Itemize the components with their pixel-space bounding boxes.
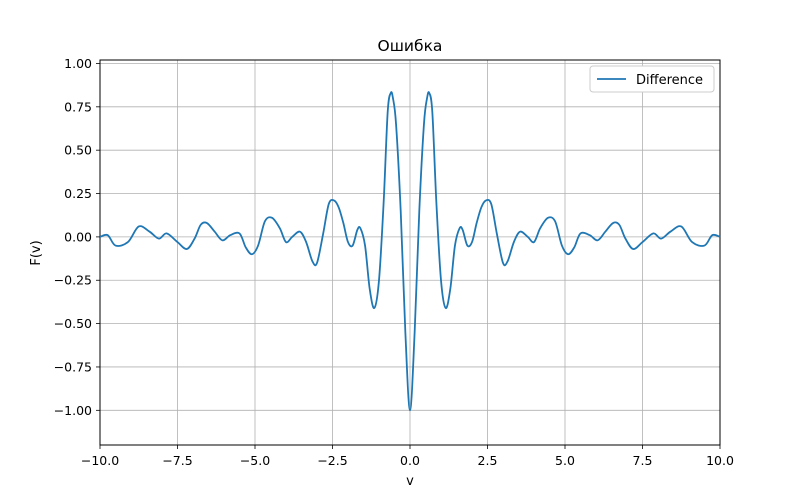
x-tick-label: 2.5 bbox=[478, 453, 498, 468]
legend-box bbox=[589, 65, 715, 93]
y-tick-label: −0.25 bbox=[54, 273, 92, 288]
x-tick-label: −10.0 bbox=[81, 453, 119, 468]
x-tick-label: 10.0 bbox=[706, 453, 734, 468]
y-tick-label: 0.75 bbox=[64, 99, 92, 114]
x-tick-label: 5.0 bbox=[555, 453, 575, 468]
y-tick-label: 0.50 bbox=[64, 143, 92, 158]
x-tick-label: 7.5 bbox=[633, 453, 653, 468]
series-line-difference bbox=[99, 91, 721, 412]
x-axis-label: v bbox=[406, 474, 414, 489]
x-tick-label: −5.0 bbox=[240, 453, 270, 468]
y-tick-label: −0.75 bbox=[54, 359, 92, 374]
x-tick-label: −2.5 bbox=[317, 453, 347, 468]
legend: Difference bbox=[589, 65, 715, 93]
legend-label-difference: Difference bbox=[636, 73, 703, 88]
y-tick-label: 0.25 bbox=[64, 186, 92, 201]
x-tick-label: −7.5 bbox=[162, 453, 192, 468]
y-axis-label: F(v) bbox=[29, 240, 44, 265]
x-tick-label: 0.0 bbox=[400, 453, 420, 468]
y-tick-label: 0.00 bbox=[64, 229, 92, 244]
y-tick-label: 1.00 bbox=[64, 56, 92, 71]
x-axis-ticks: −10.0 −7.5 −5.0 −2.5 0.0 2.5 5.0 7.5 10.0 bbox=[81, 445, 734, 468]
chart-title: Ошибка bbox=[378, 37, 443, 55]
grid-lines bbox=[99, 60, 721, 445]
y-tick-label: −0.50 bbox=[54, 316, 92, 331]
y-axis-ticks: −1.00 −0.75 −0.50 −0.25 0.00 0.25 0.50 0.75 1.00 bbox=[54, 56, 100, 418]
y-tick-label: −1.00 bbox=[54, 403, 92, 418]
